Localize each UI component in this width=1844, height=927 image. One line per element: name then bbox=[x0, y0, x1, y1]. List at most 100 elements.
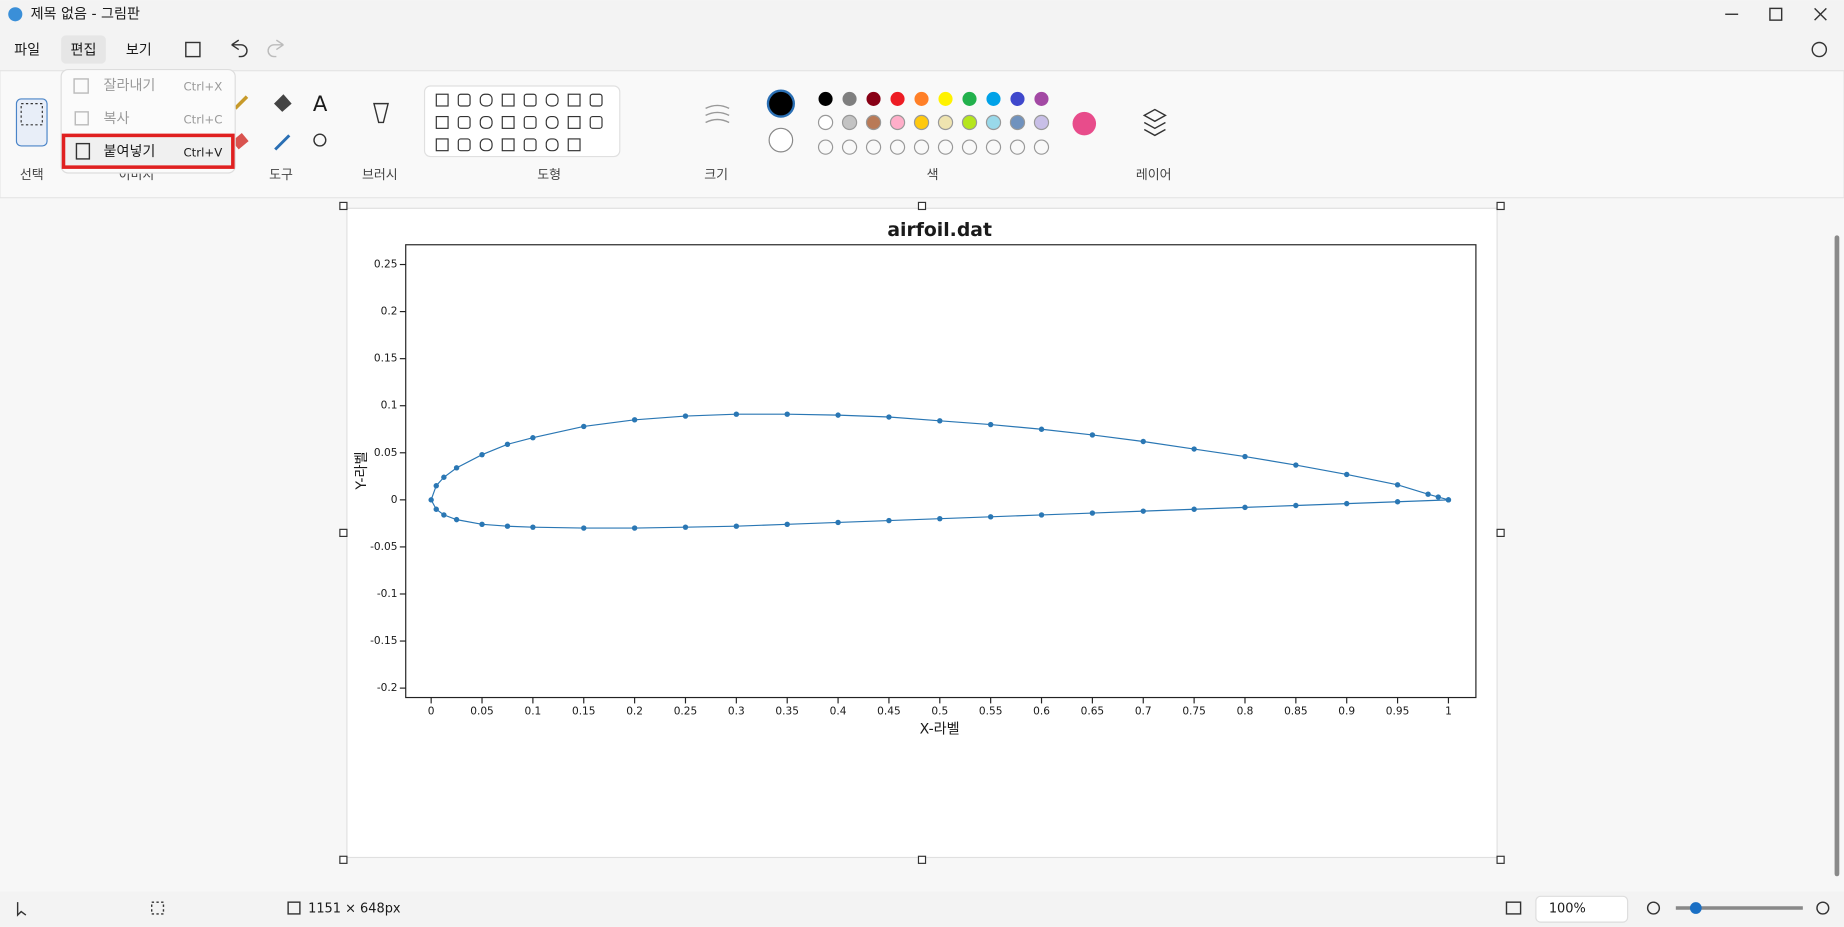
swatch[interactable] bbox=[841, 114, 858, 131]
resize-handle[interactable] bbox=[917, 855, 927, 864]
settings-button[interactable] bbox=[1811, 41, 1828, 58]
swatch[interactable] bbox=[842, 91, 857, 106]
fit-icon[interactable] bbox=[1505, 901, 1522, 915]
shape-button[interactable] bbox=[501, 138, 515, 152]
data-point bbox=[733, 523, 740, 529]
menu-file[interactable]: 파일 bbox=[14, 43, 40, 59]
shape-button[interactable] bbox=[523, 93, 537, 107]
swatch[interactable] bbox=[913, 114, 930, 131]
eraser-tool[interactable] bbox=[231, 132, 249, 150]
y-tick-label: -0.05 bbox=[370, 541, 397, 553]
shape-button[interactable] bbox=[501, 115, 515, 129]
shape-button[interactable] bbox=[479, 93, 493, 107]
resize-handle[interactable] bbox=[1496, 855, 1505, 864]
brush-tool[interactable] bbox=[373, 102, 389, 124]
shape-button[interactable] bbox=[479, 115, 493, 129]
shape-button[interactable] bbox=[457, 115, 471, 129]
swatch[interactable] bbox=[985, 114, 1002, 131]
undo-button[interactable] bbox=[231, 39, 248, 58]
swatch[interactable] bbox=[818, 91, 833, 106]
swatch-empty[interactable] bbox=[865, 139, 882, 155]
menu-edit[interactable]: 편집 bbox=[71, 43, 97, 59]
zoom-in[interactable] bbox=[1816, 901, 1830, 915]
swatch[interactable] bbox=[1033, 114, 1050, 131]
paste-item[interactable]: 붙여넣기 bbox=[103, 144, 155, 160]
maximize[interactable] bbox=[1769, 7, 1783, 21]
swatch[interactable] bbox=[986, 91, 1001, 106]
shape-button[interactable] bbox=[545, 115, 559, 129]
size-tool[interactable] bbox=[705, 104, 730, 124]
shape-button[interactable] bbox=[567, 93, 581, 107]
zoom-tool[interactable] bbox=[313, 133, 327, 147]
shape-button[interactable] bbox=[567, 138, 581, 152]
swatch-empty[interactable] bbox=[1033, 139, 1050, 155]
swatch-empty[interactable] bbox=[817, 139, 834, 155]
swatch[interactable] bbox=[937, 114, 954, 131]
swatch-empty[interactable] bbox=[889, 139, 906, 155]
picker-tool[interactable] bbox=[274, 134, 291, 151]
swatch[interactable] bbox=[865, 114, 882, 131]
scrollbar[interactable] bbox=[1834, 235, 1840, 877]
resize-handle[interactable] bbox=[1496, 528, 1505, 538]
shape-button[interactable] bbox=[435, 138, 449, 152]
resize-handle[interactable] bbox=[339, 528, 348, 538]
resize-handle[interactable] bbox=[1496, 201, 1505, 211]
save-button[interactable] bbox=[185, 41, 201, 58]
pencil-tool[interactable] bbox=[233, 95, 249, 110]
swatch[interactable] bbox=[889, 114, 906, 131]
swatch[interactable] bbox=[1009, 114, 1026, 131]
text-tool[interactable]: A bbox=[313, 91, 328, 116]
shape-button[interactable] bbox=[545, 138, 559, 152]
data-point bbox=[581, 423, 587, 430]
shape-button[interactable] bbox=[589, 115, 603, 129]
resize-handle[interactable] bbox=[339, 201, 348, 211]
zoom-box[interactable] bbox=[1535, 895, 1629, 923]
edit-colors[interactable] bbox=[1072, 111, 1097, 136]
swatch-empty[interactable] bbox=[937, 139, 954, 155]
swatch-empty[interactable] bbox=[1009, 139, 1026, 155]
shape-button[interactable] bbox=[523, 115, 537, 129]
zoom-level[interactable]: 100% bbox=[1549, 902, 1586, 917]
swatch-empty[interactable] bbox=[913, 139, 930, 155]
shape-button[interactable] bbox=[523, 138, 537, 152]
swatch[interactable] bbox=[1034, 91, 1049, 106]
swatch-empty[interactable] bbox=[961, 139, 978, 155]
zoom-out[interactable] bbox=[1646, 901, 1661, 915]
zoom-thumb[interactable] bbox=[1689, 902, 1702, 914]
color-1[interactable] bbox=[766, 89, 795, 118]
shape-button[interactable] bbox=[457, 93, 471, 107]
resize-handle[interactable] bbox=[339, 855, 348, 864]
color-2[interactable] bbox=[768, 127, 794, 153]
resize-handle[interactable] bbox=[917, 201, 927, 211]
swatch[interactable] bbox=[817, 114, 834, 131]
swatch-empty[interactable] bbox=[841, 139, 858, 155]
fill-tool[interactable] bbox=[274, 94, 292, 112]
paste-item-highlight[interactable] bbox=[61, 133, 235, 169]
shape-button[interactable] bbox=[501, 93, 515, 107]
data-point bbox=[433, 483, 439, 489]
swatch[interactable] bbox=[961, 114, 978, 131]
shape-button[interactable] bbox=[567, 115, 581, 129]
swatch[interactable] bbox=[938, 91, 953, 106]
shape-button[interactable] bbox=[479, 138, 493, 152]
shape-button[interactable] bbox=[435, 93, 449, 107]
swatch[interactable] bbox=[1010, 91, 1025, 106]
redo-button[interactable] bbox=[267, 39, 284, 58]
shape-button[interactable] bbox=[589, 93, 603, 107]
swatch[interactable] bbox=[866, 91, 881, 106]
swatch[interactable] bbox=[890, 91, 905, 106]
shape-button[interactable] bbox=[457, 138, 471, 152]
layers-button[interactable] bbox=[1142, 108, 1167, 137]
shape-button[interactable] bbox=[545, 93, 559, 107]
close[interactable] bbox=[1814, 7, 1827, 21]
group-label: 색 bbox=[927, 168, 939, 183]
swatch[interactable] bbox=[914, 91, 929, 106]
menu-view[interactable]: 보기 bbox=[126, 43, 152, 59]
shape-button[interactable] bbox=[435, 115, 449, 129]
data-point bbox=[1435, 494, 1441, 500]
select-tool[interactable] bbox=[15, 98, 48, 147]
swatch-empty[interactable] bbox=[985, 139, 1002, 155]
data-point bbox=[631, 417, 638, 423]
swatch[interactable] bbox=[962, 91, 977, 106]
cut-item: 잘라내기 bbox=[103, 78, 155, 94]
